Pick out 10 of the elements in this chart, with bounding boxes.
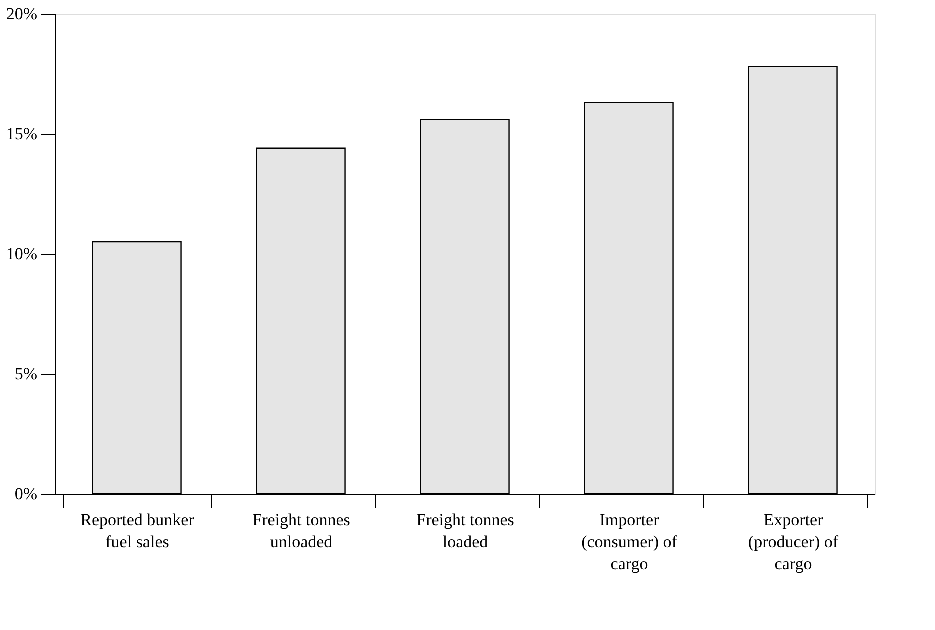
y-tick-label: 0% (14, 484, 38, 504)
x-tick-label: Reported bunker fuel sales (80, 510, 195, 552)
y-tick-label: 15% (6, 124, 38, 144)
y-tick-label: 10% (6, 244, 38, 264)
y-tick-label: 5% (14, 364, 38, 384)
x-tick-label: Exporter (producer) of cargo (748, 510, 839, 574)
x-tick-label: Freight tonnes unloaded (252, 510, 350, 552)
x-tick-label: Importer (consumer) of cargo (582, 510, 678, 574)
x-tick-label: Freight tonnes loaded (416, 510, 514, 552)
y-tick-label: 20% (6, 4, 38, 24)
